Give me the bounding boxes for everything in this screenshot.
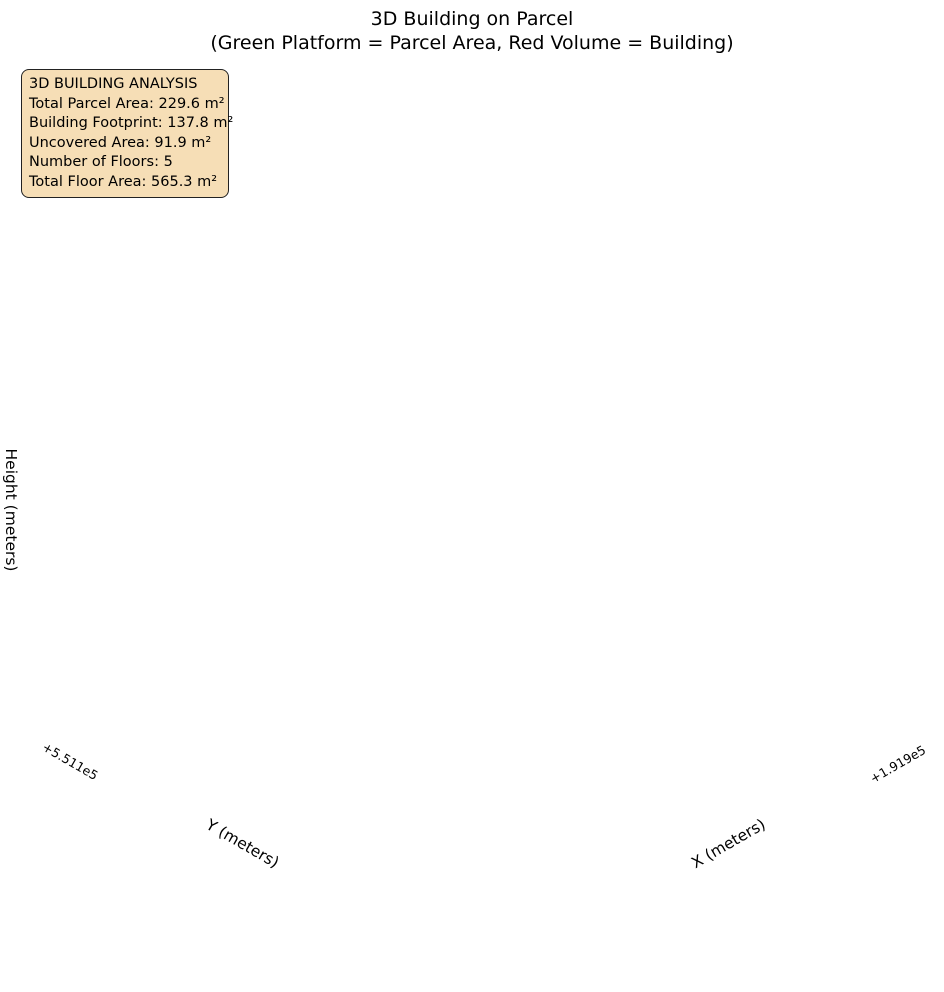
chart-title-line-1: 3D Building on Parcel bbox=[370, 8, 574, 30]
chart-title-line-2: (Green Platform = Parcel Area, Red Volum… bbox=[210, 32, 734, 54]
info-parcel-area: Total Parcel Area: 229.6 m² bbox=[29, 95, 225, 112]
z-axis-label: Height (meters) bbox=[2, 449, 20, 572]
info-heading: 3D BUILDING ANALYSIS bbox=[29, 76, 198, 92]
info-uncovered: Uncovered Area: 91.9 m² bbox=[29, 134, 212, 151]
x-axis-label: X (meters) bbox=[688, 815, 768, 872]
info-footprint: Building Footprint: 137.8 m² bbox=[29, 115, 234, 131]
x-offset-label: +1.919e5 bbox=[867, 742, 928, 786]
building-analysis-box: 3D BUILDING ANALYSIS Total Parcel Area: … bbox=[21, 69, 234, 198]
info-floor-area: Total Floor Area: 565.3 m² bbox=[29, 173, 218, 190]
y-axis-label: Y (meters) bbox=[202, 815, 282, 872]
info-floors: Number of Floors: 5 bbox=[29, 154, 173, 170]
y-offset-label: +5.511e5 bbox=[40, 739, 101, 783]
